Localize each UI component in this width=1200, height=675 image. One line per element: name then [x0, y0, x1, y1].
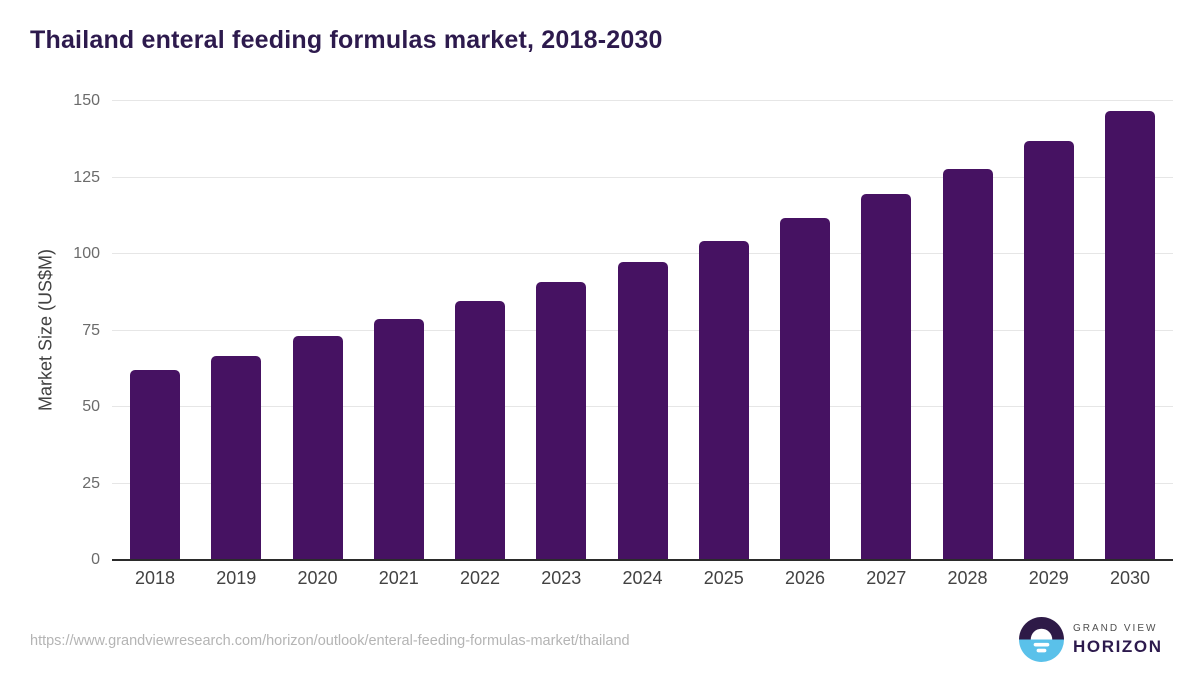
bar-2027[interactable]	[861, 194, 912, 559]
grand-view-horizon-logo: GRAND VIEW HORIZON	[1019, 617, 1163, 662]
gridline-y-125	[112, 176, 1173, 178]
bar-2026[interactable]	[780, 218, 830, 559]
y-tick-label-25: 25	[82, 474, 100, 492]
y-tick-label-100: 100	[73, 245, 100, 262]
x-tick-label-2027: 2027	[866, 568, 907, 588]
bar-2022[interactable]	[455, 301, 505, 559]
logo-wordmark-line2: HORIZON	[1073, 636, 1163, 656]
x-tick-label-2029: 2029	[1028, 568, 1069, 588]
x-tick-label-2021: 2021	[378, 568, 419, 588]
x-tick-label-2025: 2025	[703, 568, 744, 588]
bar-2019[interactable]	[211, 356, 262, 559]
page-title: Thailand enteral feeding formulas market…	[30, 26, 663, 54]
y-tick-label-125: 125	[73, 168, 100, 186]
y-tick-label-0: 0	[91, 551, 100, 568]
y-tick-label-50: 50	[82, 398, 100, 415]
bar-chart-plot-area	[112, 100, 1173, 561]
source-url-text: https://www.grandviewresearch.com/horizo…	[30, 633, 630, 649]
bar-2030[interactable]	[1105, 111, 1155, 559]
logo-wordmark-line1: GRAND VIEW	[1073, 622, 1158, 634]
x-tick-label-2024: 2024	[622, 568, 663, 588]
y-tick-label-150: 150	[73, 92, 100, 109]
logo-wordmark: GRAND VIEW HORIZON	[1073, 623, 1163, 657]
x-tick-label-2022: 2022	[459, 568, 501, 588]
bar-2021[interactable]	[373, 319, 424, 559]
bar-2018[interactable]	[130, 369, 180, 559]
bar-2020[interactable]	[292, 335, 343, 559]
x-axis-line	[112, 559, 1173, 561]
x-tick-label-2019: 2019	[216, 568, 257, 588]
x-tick-label-2020: 2020	[297, 568, 338, 588]
grand-view-horizon-logo-icon	[1019, 617, 1064, 662]
x-tick-label-2028: 2028	[947, 568, 988, 588]
bar-2023[interactable]	[536, 282, 587, 559]
x-tick-label-2023: 2023	[541, 568, 582, 588]
bar-2025[interactable]	[698, 240, 749, 559]
gridline-y-150	[112, 100, 1173, 101]
x-tick-label-2030: 2030	[1109, 568, 1151, 588]
bar-2029[interactable]	[1023, 141, 1074, 559]
y-tick-label-75: 75	[82, 321, 100, 339]
gridline-y-100	[112, 253, 1173, 254]
x-tick-label-2018: 2018	[134, 568, 176, 588]
bar-2024[interactable]	[617, 262, 668, 559]
x-tick-label-2026: 2026	[784, 568, 826, 588]
bar-2028[interactable]	[942, 168, 993, 559]
